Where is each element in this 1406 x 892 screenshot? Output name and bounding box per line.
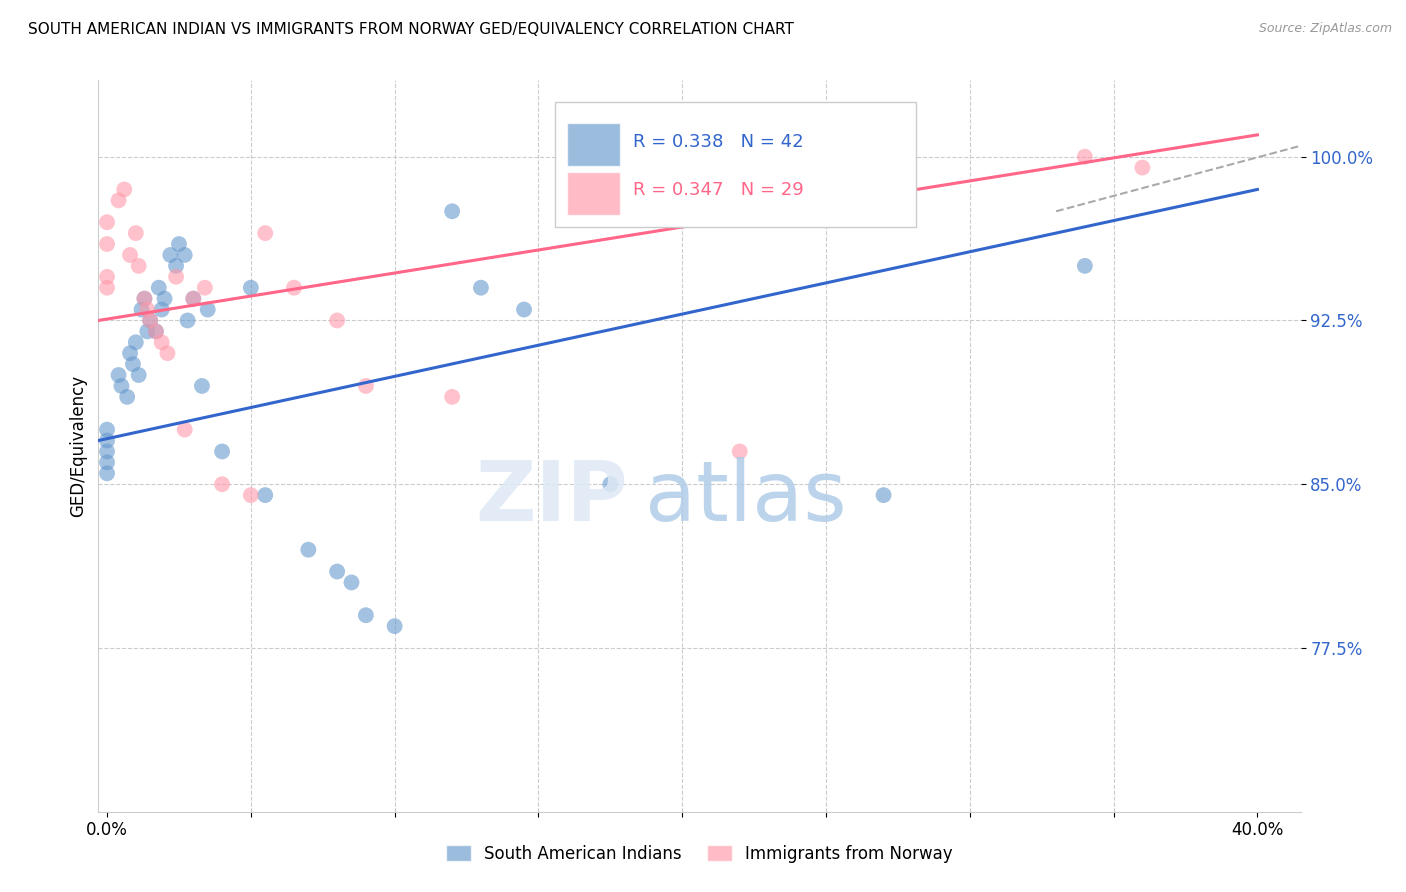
Point bbox=[134, 292, 156, 306]
Point bbox=[254, 488, 277, 502]
Point bbox=[384, 619, 406, 633]
Point bbox=[194, 281, 217, 295]
Point bbox=[183, 292, 205, 306]
Point bbox=[122, 357, 145, 371]
Point bbox=[150, 335, 173, 350]
Point bbox=[120, 346, 141, 360]
FancyBboxPatch shape bbox=[555, 103, 915, 227]
Point bbox=[340, 575, 363, 590]
Point bbox=[354, 608, 377, 623]
Point bbox=[150, 302, 173, 317]
Point bbox=[131, 302, 153, 317]
Point bbox=[513, 302, 536, 317]
Point bbox=[470, 281, 492, 295]
Point bbox=[1074, 150, 1097, 164]
Point bbox=[239, 281, 262, 295]
Point bbox=[872, 488, 894, 502]
Point bbox=[120, 248, 141, 262]
Point bbox=[115, 390, 138, 404]
Point bbox=[165, 259, 187, 273]
Point bbox=[145, 324, 167, 338]
Point bbox=[173, 248, 195, 262]
Point bbox=[110, 379, 132, 393]
Point bbox=[728, 444, 751, 458]
Point bbox=[136, 324, 159, 338]
Point bbox=[211, 477, 233, 491]
Point bbox=[139, 313, 162, 327]
Point bbox=[96, 237, 118, 252]
Point bbox=[128, 368, 150, 382]
Legend: South American Indians, Immigrants from Norway: South American Indians, Immigrants from … bbox=[439, 838, 960, 869]
Point bbox=[441, 204, 464, 219]
Point bbox=[96, 281, 118, 295]
Point bbox=[326, 565, 349, 579]
Point bbox=[148, 281, 170, 295]
Point bbox=[1130, 161, 1153, 175]
Point bbox=[125, 226, 148, 240]
Point bbox=[197, 302, 219, 317]
Point bbox=[96, 423, 118, 437]
Point bbox=[134, 292, 156, 306]
Point bbox=[441, 390, 464, 404]
FancyBboxPatch shape bbox=[567, 171, 620, 215]
Point bbox=[96, 467, 118, 481]
Text: atlas: atlas bbox=[645, 457, 848, 538]
Point bbox=[1074, 259, 1097, 273]
Point bbox=[297, 542, 319, 557]
Point bbox=[211, 444, 233, 458]
Point bbox=[176, 313, 198, 327]
Point bbox=[96, 215, 118, 229]
Point bbox=[112, 182, 135, 196]
Point bbox=[96, 444, 118, 458]
Point bbox=[128, 259, 150, 273]
Point bbox=[183, 292, 205, 306]
Point bbox=[107, 194, 129, 208]
Point bbox=[153, 292, 176, 306]
Point bbox=[173, 423, 195, 437]
Point bbox=[599, 477, 621, 491]
Text: Source: ZipAtlas.com: Source: ZipAtlas.com bbox=[1258, 22, 1392, 36]
Y-axis label: GED/Equivalency: GED/Equivalency bbox=[69, 375, 87, 517]
Point bbox=[165, 269, 187, 284]
Point bbox=[107, 368, 129, 382]
Point bbox=[96, 434, 118, 448]
Text: R = 0.338   N = 42: R = 0.338 N = 42 bbox=[633, 133, 804, 151]
Point bbox=[159, 248, 181, 262]
Point bbox=[326, 313, 349, 327]
FancyBboxPatch shape bbox=[567, 123, 620, 166]
Point bbox=[136, 302, 159, 317]
Text: ZIP: ZIP bbox=[475, 457, 627, 538]
Point bbox=[96, 269, 118, 284]
Point bbox=[139, 313, 162, 327]
Point bbox=[125, 335, 148, 350]
Point bbox=[254, 226, 277, 240]
Point bbox=[239, 488, 262, 502]
Point bbox=[354, 379, 377, 393]
Point bbox=[167, 237, 190, 252]
Text: SOUTH AMERICAN INDIAN VS IMMIGRANTS FROM NORWAY GED/EQUIVALENCY CORRELATION CHAR: SOUTH AMERICAN INDIAN VS IMMIGRANTS FROM… bbox=[28, 22, 794, 37]
Point bbox=[283, 281, 305, 295]
Point bbox=[145, 324, 167, 338]
Text: R = 0.347   N = 29: R = 0.347 N = 29 bbox=[633, 181, 804, 199]
Point bbox=[191, 379, 214, 393]
Point bbox=[96, 455, 118, 469]
Point bbox=[156, 346, 179, 360]
